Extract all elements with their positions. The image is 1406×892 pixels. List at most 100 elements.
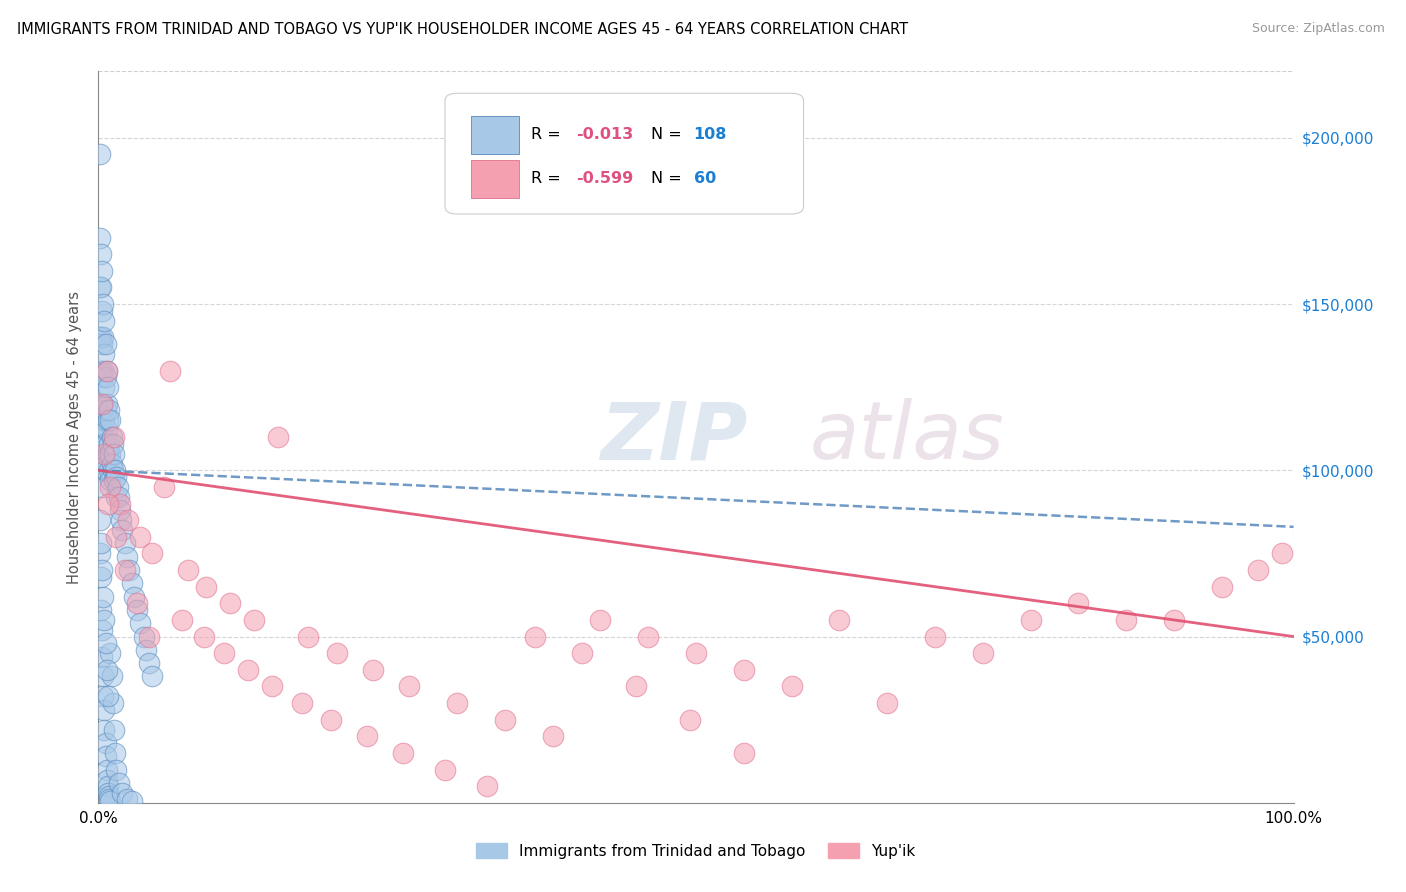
Point [733,746,755,760]
Legend: Immigrants from Trinidad and Tobago, Yup'ik: Immigrants from Trinidad and Tobago, Yup… [471,837,921,864]
Point [321,713,343,727]
Point [523,630,546,644]
Point [1247,563,1270,577]
Point [356,729,378,743]
Point [89,230,111,244]
Point [446,696,468,710]
Point [637,630,659,644]
Point [924,630,946,644]
Point [91,480,114,494]
Point [105,470,128,484]
Point [91,303,114,318]
Point [94,370,117,384]
Point [125,603,148,617]
Point [100,669,122,683]
Point [91,330,114,344]
Point [91,337,114,351]
Point [1067,596,1090,610]
Point [135,643,157,657]
Point [243,613,266,627]
Point [108,497,131,511]
Point [94,749,117,764]
Point [111,523,134,537]
Text: R =: R = [531,127,567,142]
Point [828,613,851,627]
Text: Source: ZipAtlas.com: Source: ZipAtlas.com [1251,22,1385,36]
Point [291,696,314,710]
Point [91,623,114,637]
Point [89,330,111,344]
Point [98,480,122,494]
Point [571,646,593,660]
Point [93,613,115,627]
Point [90,397,112,411]
Point [141,669,163,683]
Point [94,463,117,477]
Point [115,792,138,806]
Text: IMMIGRANTS FROM TRINIDAD AND TOBAGO VS YUP'IK HOUSEHOLDER INCOME AGES 45 - 64 YE: IMMIGRANTS FROM TRINIDAD AND TOBAGO VS Y… [17,22,908,37]
Point [780,680,803,694]
Point [132,630,155,644]
Point [91,563,114,577]
Point [93,314,115,328]
Point [193,630,215,644]
Point [153,480,176,494]
Point [90,247,112,261]
Point [91,430,114,444]
Point [107,480,129,494]
Point [297,630,319,644]
Point [104,463,127,477]
Point [93,436,115,450]
Point [103,473,125,487]
Point [125,596,148,610]
Point [97,413,120,427]
Point [1019,613,1042,627]
Text: -0.599: -0.599 [576,171,634,186]
Text: R =: R = [531,171,567,186]
Point [94,636,117,650]
Point [138,630,160,644]
Point [97,690,120,704]
Point [91,397,114,411]
Point [121,794,143,808]
Point [96,772,118,787]
Point [93,347,115,361]
Point [111,786,134,800]
Point [91,457,114,471]
Point [91,669,114,683]
Point [96,363,118,377]
Point [1163,613,1185,627]
Point [94,436,117,450]
Point [103,430,125,444]
Point [363,663,385,677]
Point [91,363,114,377]
Point [91,297,114,311]
Point [589,613,612,627]
Point [138,656,160,670]
Point [107,776,129,790]
Point [685,646,707,660]
Point [90,603,112,617]
Point [98,789,121,804]
Point [90,536,112,550]
Point [398,680,420,694]
Point [90,330,112,344]
Point [105,490,128,504]
Point [1211,580,1233,594]
Text: N =: N = [651,127,686,142]
Point [108,503,131,517]
Point [96,363,118,377]
Point [97,447,120,461]
Point [93,380,115,394]
Point [679,713,702,727]
Point [96,663,118,677]
Point [90,280,112,294]
Point [326,646,349,660]
Point [121,576,143,591]
Point [219,596,242,610]
Point [96,457,118,471]
Point [94,403,117,417]
FancyBboxPatch shape [446,94,804,214]
Point [91,264,114,278]
Point [876,696,898,710]
